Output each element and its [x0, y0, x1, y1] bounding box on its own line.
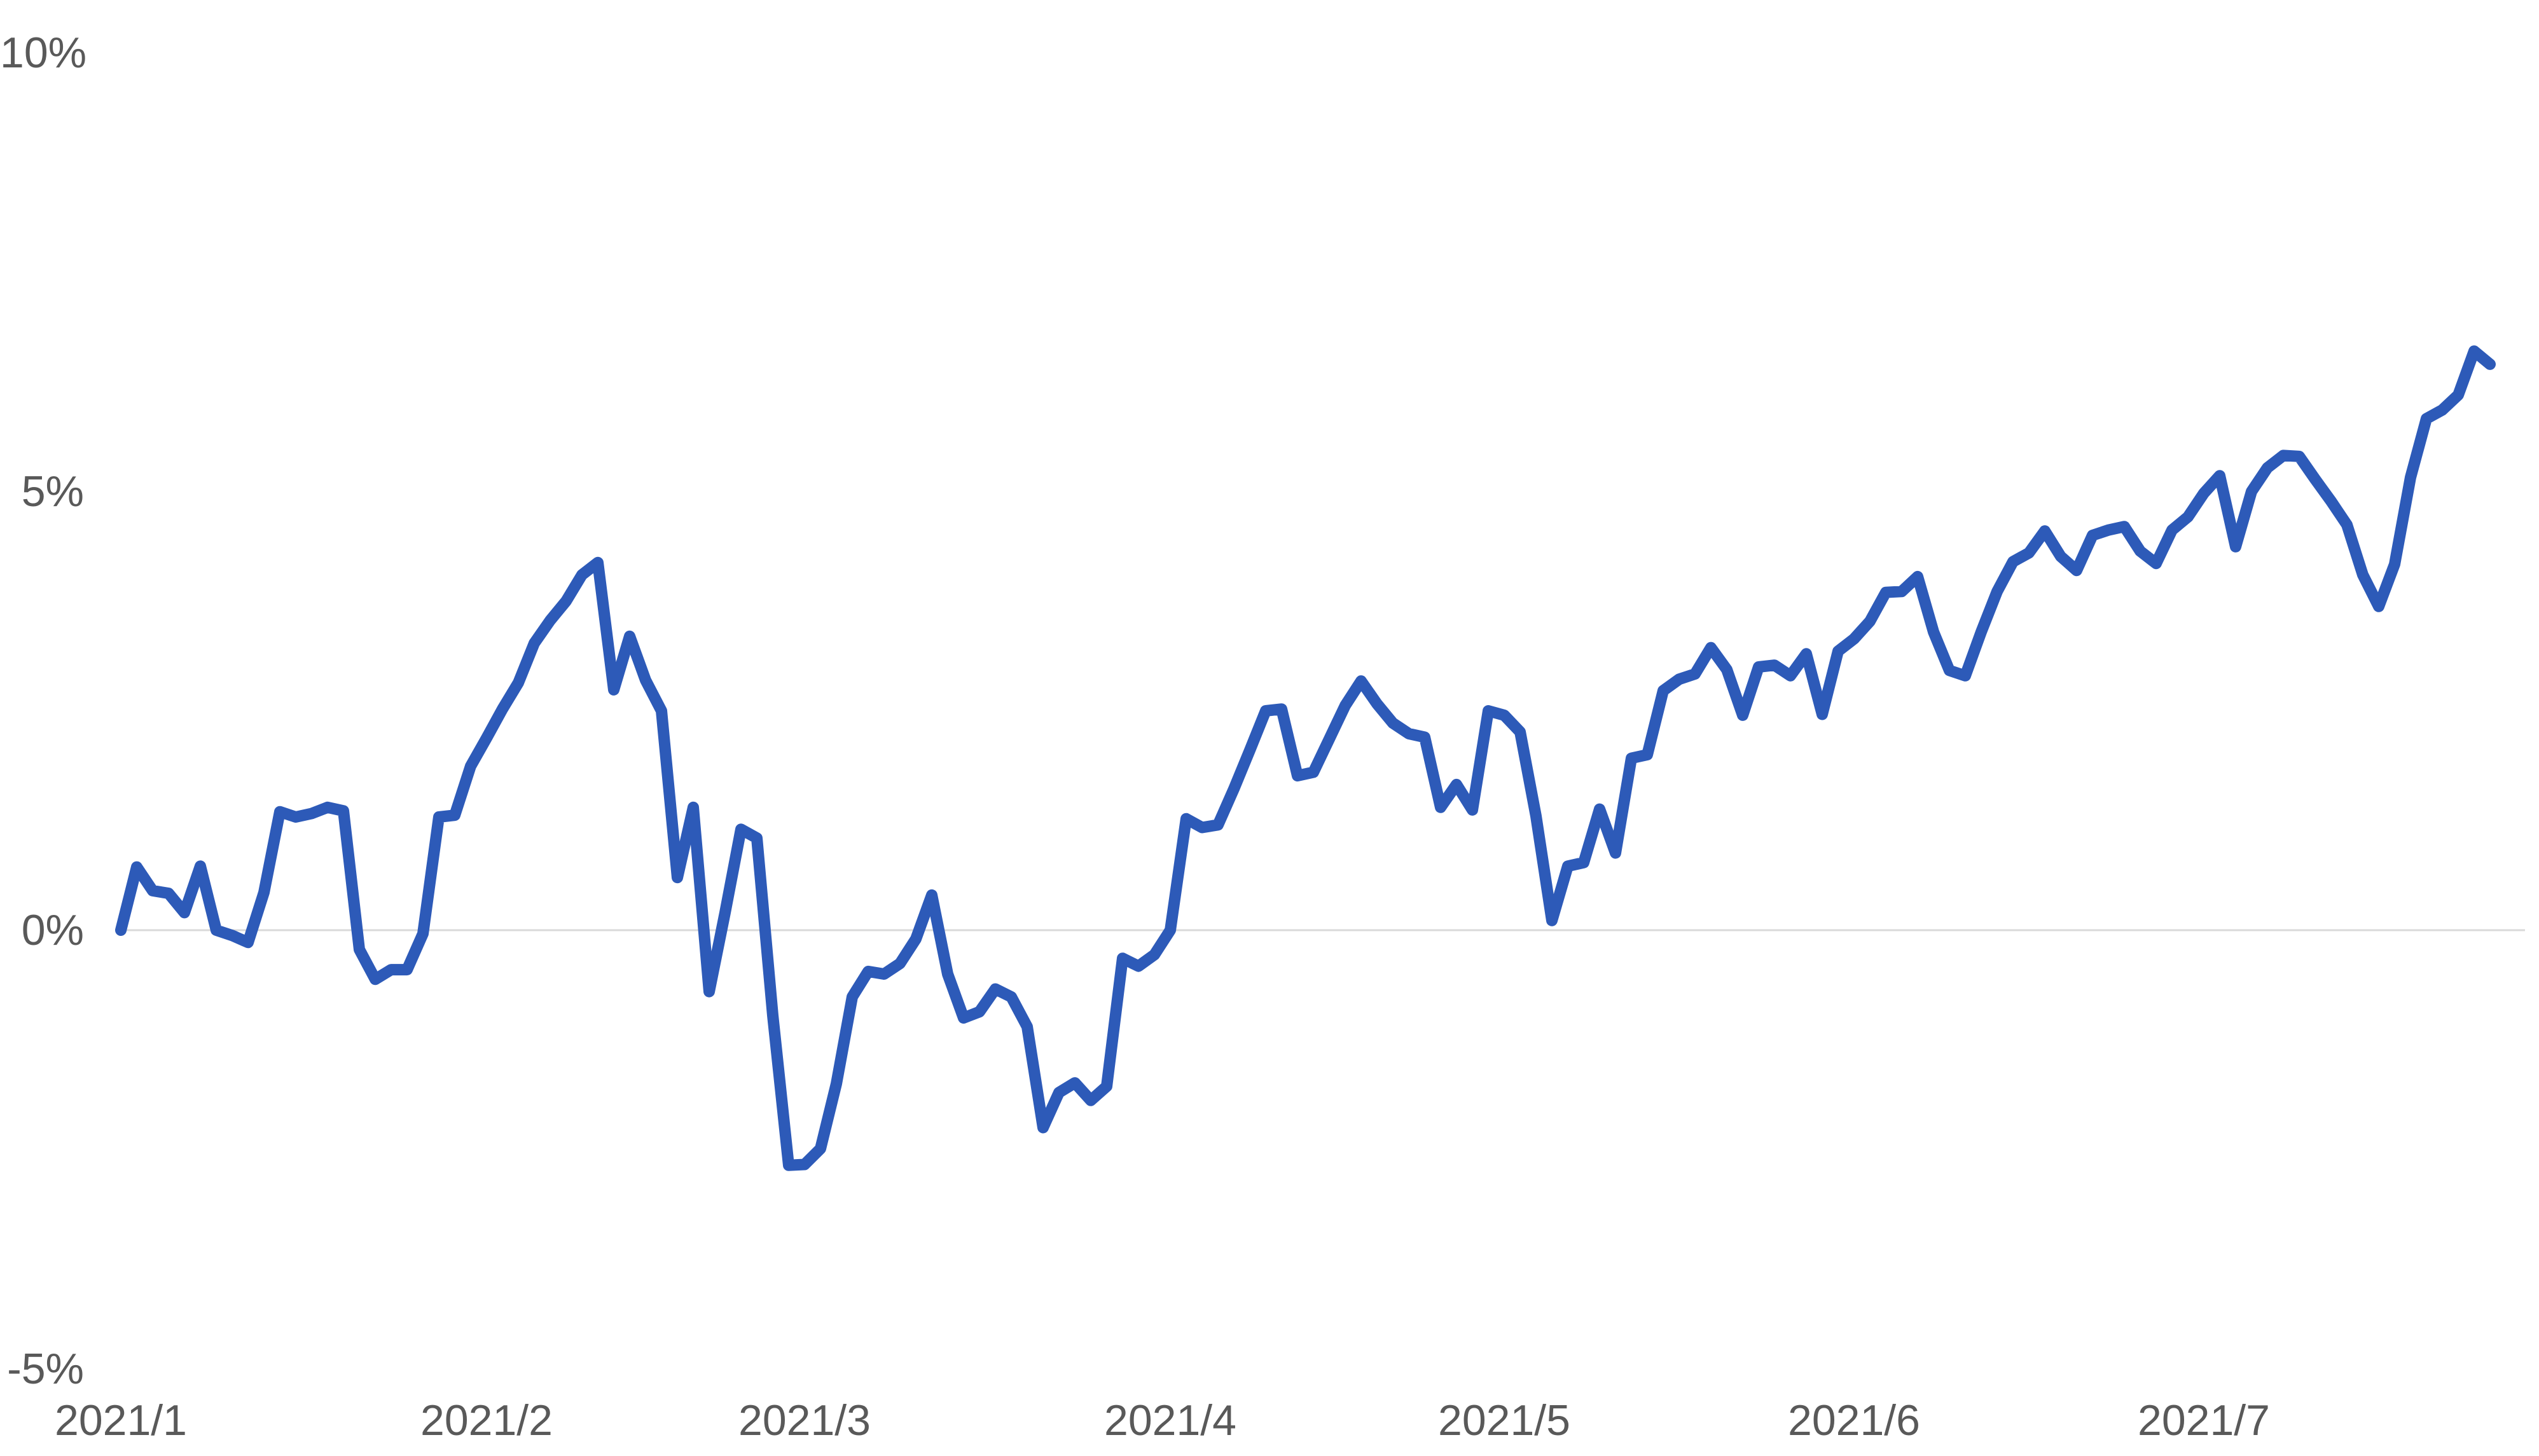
x-axis-label-2021-3: 2021/3 [738, 1396, 871, 1445]
x-axis-label-2021-4: 2021/4 [1104, 1396, 1236, 1445]
y-axis-label-0pct: 0% [21, 906, 84, 954]
y-axis-label-5pct: 5% [21, 467, 84, 516]
x-axis-label-2021-2: 2021/2 [420, 1396, 553, 1445]
x-axis-label-2021-1: 2021/1 [55, 1396, 187, 1445]
y-axis-label-neg5pct: -5% [7, 1345, 84, 1393]
x-axis-label-2021-7: 2021/7 [2138, 1396, 2270, 1445]
x-axis-label-2021-6: 2021/6 [1788, 1396, 1920, 1445]
series-line [115, 345, 2496, 1171]
x-axis-label-2021-5: 2021/5 [1438, 1396, 1570, 1445]
y-axis-label-10pct: 10% [0, 29, 87, 77]
